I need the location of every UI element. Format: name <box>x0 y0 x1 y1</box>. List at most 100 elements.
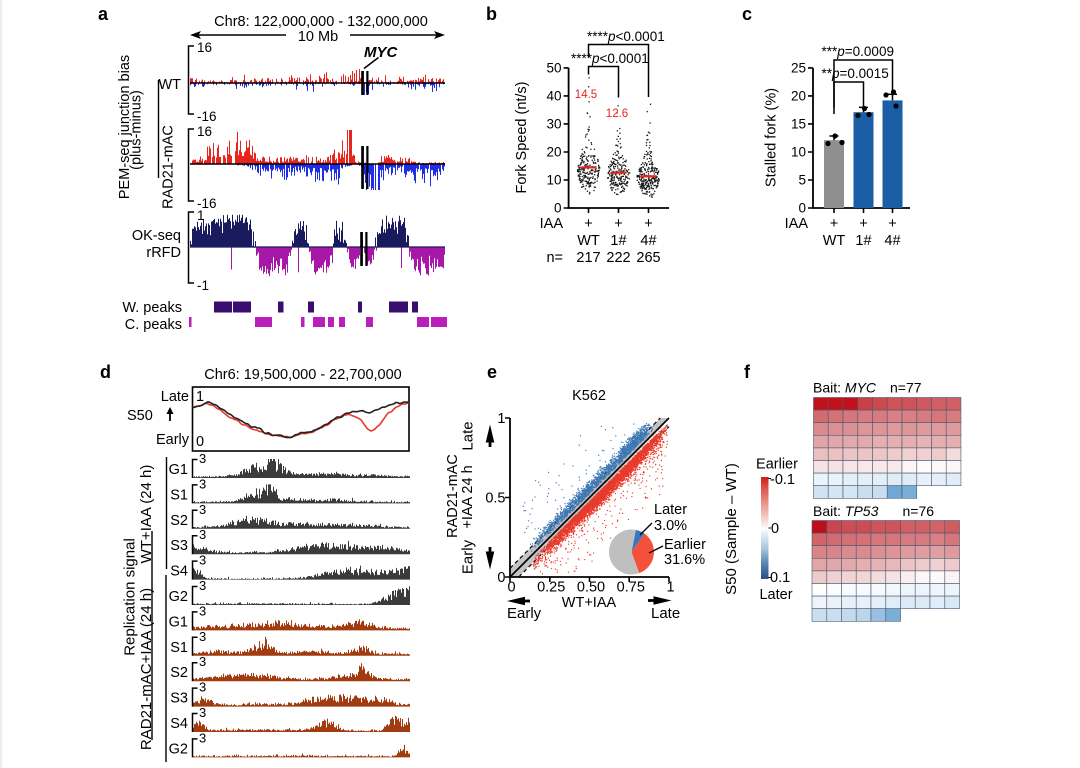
svg-text:IAA: IAA <box>785 216 809 232</box>
svg-text:3: 3 <box>199 705 206 720</box>
svg-text:Fork Speed (nt/s): Fork Speed (nt/s) <box>514 81 530 193</box>
svg-text:3.0%: 3.0% <box>654 518 687 534</box>
svg-text:25: 25 <box>791 60 806 75</box>
svg-text:3: 3 <box>199 654 206 669</box>
svg-text:Early: Early <box>460 539 477 574</box>
svg-text:3: 3 <box>199 527 206 542</box>
svg-text:WT: WT <box>158 77 181 93</box>
svg-text:n=: n= <box>546 250 563 266</box>
svg-text:S2: S2 <box>170 513 188 529</box>
svg-text:0: 0 <box>497 570 505 586</box>
svg-text:Earlier: Earlier <box>756 457 798 473</box>
svg-text:14.5: 14.5 <box>575 89 597 101</box>
svg-text:16: 16 <box>197 40 212 55</box>
svg-text:0: 0 <box>507 580 515 596</box>
svg-text:S3: S3 <box>170 691 188 707</box>
svg-text:****p<0.0001: ****p<0.0001 <box>587 29 665 44</box>
svg-text:n=77: n=77 <box>890 380 922 396</box>
svg-text:1: 1 <box>666 580 674 596</box>
svg-text:0.1: 0.1 <box>770 570 790 586</box>
svg-text:n=76: n=76 <box>903 503 935 519</box>
svg-text:Late: Late <box>651 605 680 622</box>
svg-text:10: 10 <box>546 173 561 188</box>
svg-text:a: a <box>98 4 109 24</box>
svg-text:Early: Early <box>156 432 190 448</box>
svg-text:S1: S1 <box>170 487 188 503</box>
svg-text:G2: G2 <box>169 741 188 757</box>
svg-text:16: 16 <box>197 124 212 139</box>
svg-text:IAA: IAA <box>540 216 564 232</box>
svg-text:5: 5 <box>798 173 806 188</box>
svg-text:+: + <box>584 216 592 232</box>
svg-text:+: + <box>859 216 867 232</box>
svg-text:Chr8: 122,000,000 - 132,000,00: Chr8: 122,000,000 - 132,000,000 <box>214 14 428 30</box>
svg-text:0: 0 <box>798 201 806 216</box>
svg-text:50: 50 <box>546 60 561 75</box>
svg-text:3: 3 <box>199 578 206 593</box>
svg-text:+: + <box>614 216 622 232</box>
svg-text:WT: WT <box>823 233 846 249</box>
svg-text:f: f <box>744 362 751 382</box>
svg-text:Late: Late <box>460 421 477 450</box>
svg-text:PEM-seq junction bias: PEM-seq junction bias <box>117 55 133 199</box>
svg-text:S50: S50 <box>127 408 153 424</box>
svg-text:**p=0.0015: **p=0.0015 <box>822 66 889 81</box>
svg-text:****p<0.0001: ****p<0.0001 <box>571 51 649 66</box>
svg-text:30: 30 <box>546 116 561 131</box>
svg-text:S4: S4 <box>170 716 188 732</box>
svg-text:+: + <box>830 216 838 232</box>
svg-text:rRFD: rRFD <box>146 245 181 261</box>
svg-text:S2: S2 <box>170 665 188 681</box>
svg-text:0.50: 0.50 <box>577 580 605 596</box>
svg-text:15: 15 <box>791 116 806 131</box>
svg-text:WT+IAA (24 h): WT+IAA (24 h) <box>138 465 155 564</box>
svg-text:RAD21-mAC: RAD21-mAC <box>161 125 177 209</box>
svg-text:12.6: 12.6 <box>606 108 628 120</box>
svg-text:W. peaks: W. peaks <box>122 300 182 316</box>
svg-text:-0.1: -0.1 <box>770 472 795 488</box>
svg-text:0: 0 <box>554 201 562 216</box>
svg-text:0: 0 <box>771 521 779 537</box>
svg-text:MYC: MYC <box>364 44 399 61</box>
svg-text:Late: Late <box>161 389 189 405</box>
svg-text:-1: -1 <box>197 278 209 293</box>
svg-text:Bait: TP53: Bait: TP53 <box>813 503 879 519</box>
svg-text:3: 3 <box>199 476 206 491</box>
svg-text:31.6%: 31.6% <box>664 552 705 568</box>
svg-text:S4: S4 <box>170 564 188 580</box>
svg-text:217: 217 <box>576 250 600 266</box>
svg-text:10 Mb: 10 Mb <box>298 29 338 45</box>
svg-text:Chr6: 19,500,000 - 22,700,000: Chr6: 19,500,000 - 22,700,000 <box>204 367 402 383</box>
svg-text:1: 1 <box>497 411 505 427</box>
svg-text:0.5: 0.5 <box>485 491 505 507</box>
svg-text:G1: G1 <box>169 462 188 478</box>
svg-text:Later: Later <box>759 587 792 603</box>
svg-text:+: + <box>888 216 896 232</box>
svg-text:3: 3 <box>199 553 206 568</box>
svg-text:c: c <box>742 4 752 24</box>
svg-text:1#: 1# <box>855 233 871 249</box>
svg-text:S50 (Sample – WT): S50 (Sample – WT) <box>723 463 740 595</box>
svg-text:d: d <box>100 362 111 382</box>
svg-text:4#: 4# <box>640 233 656 249</box>
svg-text:3: 3 <box>199 603 206 618</box>
svg-text:e: e <box>487 362 497 382</box>
svg-text:Earlier: Earlier <box>664 537 706 553</box>
svg-text:K562: K562 <box>572 388 606 404</box>
svg-text:+: + <box>644 216 652 232</box>
svg-text:10: 10 <box>791 145 806 160</box>
svg-text:G2: G2 <box>169 589 188 605</box>
svg-text:(plus-minus): (plus-minus) <box>129 90 145 170</box>
svg-text:WT+IAA: WT+IAA <box>562 595 617 611</box>
svg-text:1: 1 <box>196 389 204 405</box>
svg-text:40: 40 <box>546 88 561 103</box>
svg-text:0.25: 0.25 <box>537 580 565 596</box>
svg-text:20: 20 <box>791 88 806 103</box>
svg-text:0: 0 <box>196 434 204 450</box>
svg-text:-16: -16 <box>197 196 217 211</box>
svg-text:1#: 1# <box>610 233 626 249</box>
svg-text:222: 222 <box>606 250 630 266</box>
svg-text:Bait: MYC: Bait: MYC <box>813 380 877 396</box>
svg-text:RAD21-mAC: RAD21-mAC <box>445 454 461 538</box>
svg-text:3: 3 <box>199 451 206 466</box>
